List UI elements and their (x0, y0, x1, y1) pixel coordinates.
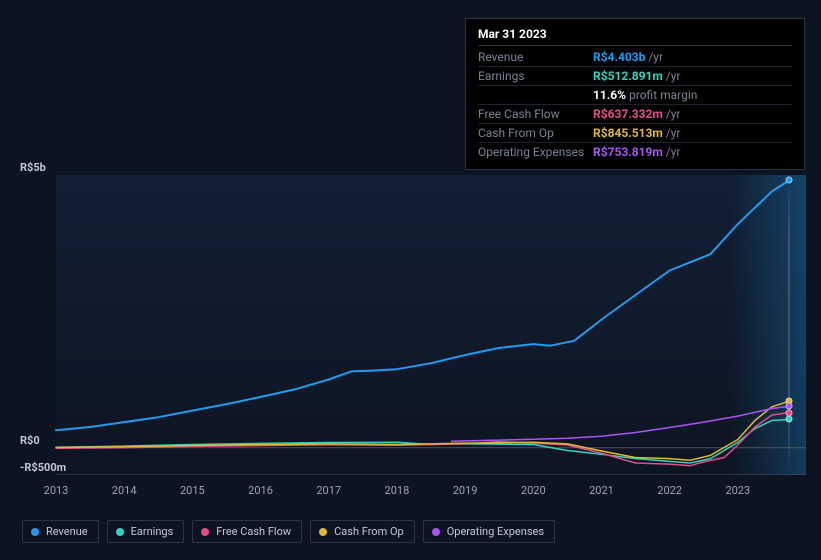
x-axis-tick: 2021 (589, 484, 614, 497)
tooltip-row: Operating ExpensesR$753.819m/yr (478, 143, 792, 161)
tooltip-unit: /yr (666, 69, 681, 83)
legend-label: Free Cash Flow (216, 525, 291, 538)
legend-item-earnings[interactable]: Earnings (107, 520, 185, 543)
tooltip-unit: /yr (666, 126, 681, 140)
chart-svg (16, 175, 806, 475)
tooltip-row: EarningsR$512.891m/yr (478, 67, 792, 86)
legend-swatch (201, 528, 209, 536)
tooltip-value: R$4.403b (593, 50, 645, 64)
x-axis: 2013 2014 2015 2016 2017 2018 2019 2020 2021 2022… (16, 482, 806, 502)
tooltip-unit: /yr (666, 107, 681, 121)
tooltip-unit: profit margin (629, 88, 697, 102)
legend-item-operating-expenses[interactable]: Operating Expenses (423, 520, 555, 543)
y-axis-label: R$5b (20, 161, 46, 174)
tooltip-value: R$512.891m (593, 69, 663, 83)
x-axis-tick: 2018 (385, 484, 410, 497)
chart-tooltip: Mar 31 2023 RevenueR$4.403b/yrEarningsR$… (465, 18, 805, 170)
x-axis-tick: 2015 (180, 484, 205, 497)
tooltip-label: Cash From Op (478, 126, 593, 140)
legend-swatch (116, 528, 124, 536)
legend-swatch (432, 528, 440, 536)
legend-label: Cash From Op (334, 525, 404, 538)
tooltip-value: 11.6% (593, 88, 626, 102)
y-axis-label: -R$500m (20, 461, 66, 474)
legend-label: Earnings (131, 525, 174, 538)
tooltip-value: R$637.332m (593, 107, 663, 121)
hover-dot-revenue (785, 177, 792, 184)
tooltip-unit: /yr (666, 145, 681, 159)
x-axis-tick: 2019 (453, 484, 478, 497)
financials-line-chart: Mar 31 2023 RevenueR$4.403b/yrEarningsR$… (0, 0, 821, 560)
x-axis-tick: 2016 (248, 484, 273, 497)
tooltip-date: Mar 31 2023 (478, 27, 792, 46)
tooltip-row: 11.6%profit margin (478, 86, 792, 105)
tooltip-value: R$845.513m (593, 126, 663, 140)
tooltip-label: Revenue (478, 50, 593, 64)
legend-label: Operating Expenses (447, 525, 544, 538)
x-axis-tick: 2020 (521, 484, 546, 497)
tooltip-label (478, 88, 593, 102)
tooltip-row: RevenueR$4.403b/yr (478, 48, 792, 67)
legend-item-revenue[interactable]: Revenue (22, 520, 99, 543)
legend-swatch (319, 528, 327, 536)
hover-dot-opex (785, 403, 792, 410)
legend-item-free-cash-flow[interactable]: Free Cash Flow (192, 520, 302, 543)
x-axis-tick: 2013 (44, 484, 69, 497)
tooltip-row: Cash From OpR$845.513m/yr (478, 124, 792, 143)
x-axis-tick: 2017 (316, 484, 341, 497)
chart-plot-area[interactable]: R$5bR$0-R$500m (16, 175, 806, 475)
x-axis-tick: 2014 (112, 484, 137, 497)
legend-item-cash-from-op[interactable]: Cash From Op (310, 520, 415, 543)
tooltip-label: Free Cash Flow (478, 107, 593, 121)
hover-guideline (788, 175, 790, 475)
tooltip-label: Earnings (478, 69, 593, 83)
x-axis-tick: 2022 (657, 484, 682, 497)
legend-swatch (31, 528, 39, 536)
tooltip-row: Free Cash FlowR$637.332m/yr (478, 105, 792, 124)
chart-legend: Revenue Earnings Free Cash Flow Cash From O… (22, 520, 555, 543)
tooltip-label: Operating Expenses (478, 145, 593, 159)
y-axis-label: R$0 (20, 434, 40, 447)
hover-dot-earnings (785, 416, 792, 423)
tooltip-value: R$753.819m (593, 145, 663, 159)
legend-label: Revenue (46, 525, 88, 538)
tooltip-unit: /yr (648, 50, 663, 64)
hover-dot-fcf (785, 409, 792, 416)
x-axis-tick: 2023 (725, 484, 750, 497)
